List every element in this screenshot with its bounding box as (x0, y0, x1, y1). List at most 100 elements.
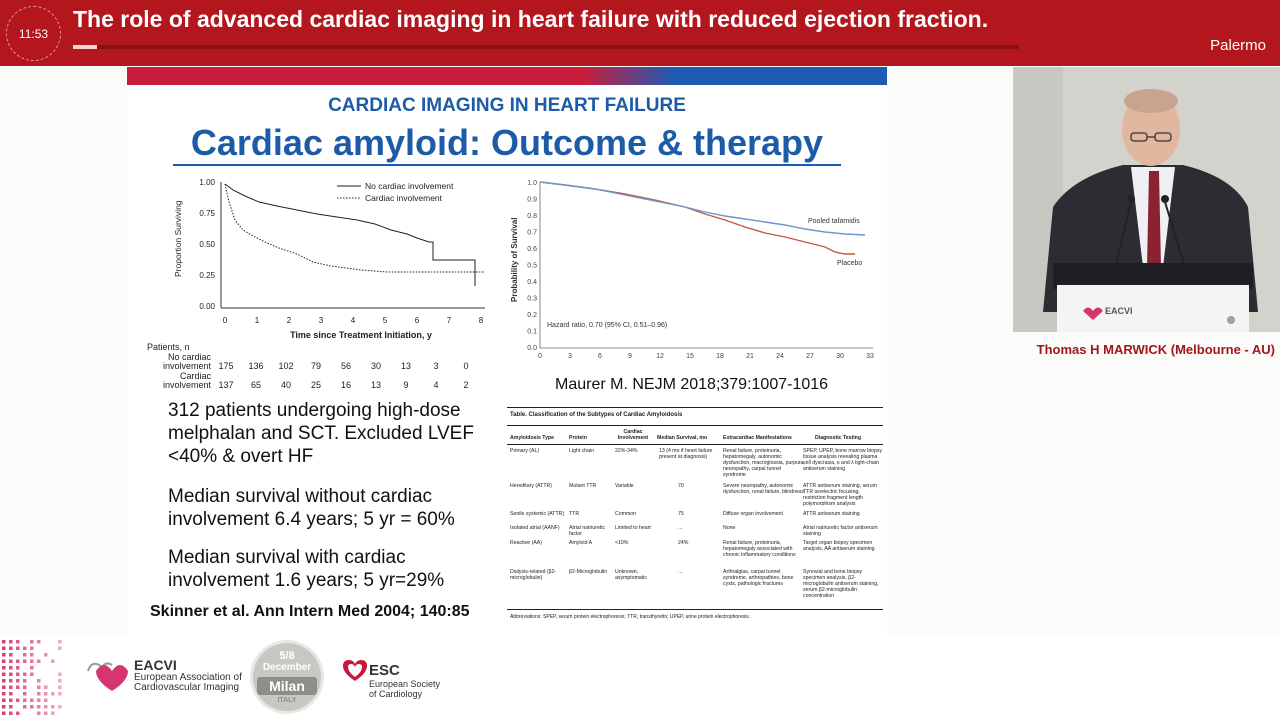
decor-dot (51, 692, 55, 696)
x-tick-label: 18 (716, 353, 724, 360)
badge-dates: 5/8 (250, 650, 324, 662)
decor-dot (44, 692, 48, 696)
decor-dot (16, 647, 20, 651)
decor-dot (37, 692, 41, 696)
clock-badge: 11:53 (6, 6, 61, 61)
table-cell: TTR (569, 511, 613, 517)
x-tick-label: 27 (806, 353, 814, 360)
table-cell: Senile systemic (ATTR) (510, 511, 566, 517)
esc-heart-icon (342, 659, 368, 683)
at-risk-value: 2 (451, 381, 481, 391)
hazard-ratio-annotation: Hazard ratio, 0.70 (95% CI, 0.51–0.96) (547, 322, 667, 329)
at-risk-value: 136 (241, 362, 271, 372)
badge-country: ITALY (250, 697, 324, 704)
slide-title: Cardiac amyloid: Outcome & therapy (127, 122, 887, 164)
table-cell: Arthralgias, carpal tunnel syndrome, art… (723, 569, 805, 587)
decor-dot (23, 705, 27, 709)
decor-dot (51, 705, 55, 709)
at-risk-value: 175 (211, 362, 241, 372)
table-cell: β2-Microglobulin (569, 569, 613, 575)
decor-dot (30, 640, 34, 644)
table-cell: ATTR antiserum staining (803, 511, 883, 517)
y-tick-label: 0.2 (527, 312, 537, 319)
table-header: Protein (569, 435, 609, 441)
decor-dot (58, 692, 62, 696)
at-risk-value: 56 (331, 362, 361, 372)
at-risk-value: 13 (361, 381, 391, 391)
table-cell: None (723, 525, 805, 531)
table-cell: Diffuse organ involvement (723, 511, 805, 517)
x-tick-label: 0 (538, 353, 542, 360)
citation-maurer: Maurer M. NEJM 2018;379:1007-1016 (555, 376, 828, 394)
y-axis-label: Probability of Survival (510, 218, 519, 302)
decor-dot (16, 712, 20, 716)
table-cell: Limited to heart (615, 525, 655, 531)
table-cell: Hereditary (ATTR) (510, 483, 566, 489)
x-tick-label: 3 (568, 353, 572, 360)
decor-dot (16, 660, 20, 664)
table-cell: Light chain (569, 448, 613, 454)
city-label: Palermo (1210, 37, 1266, 54)
table-cell: 24% (678, 540, 718, 546)
speaker-video-frame: EACVI (1013, 67, 1280, 332)
slide-subtitle: CARDIAC IMAGING IN HEART FAILURE (127, 95, 887, 117)
bullet-no-cardiac: Median survival without cardiac involvem… (168, 485, 508, 531)
y-tick-label: 1.0 (527, 180, 537, 187)
table-cell: <10% (615, 540, 655, 546)
progress-bar[interactable] (73, 45, 1019, 49)
at-risk-label: involvement (147, 381, 211, 391)
at-risk-value: 137 (211, 381, 241, 391)
decor-dot (16, 640, 20, 644)
x-tick-label: 15 (686, 353, 694, 360)
decor-dot (30, 705, 34, 709)
decor-dot (16, 686, 20, 690)
at-risk-value: 65 (241, 381, 271, 391)
milan-congress-badge: 5/8 December Milan ITALY (250, 640, 324, 714)
decor-dot (2, 660, 6, 664)
at-risk-value: 25 (301, 381, 331, 391)
eacvi-line2: Cardiovascular Imaging (134, 683, 242, 693)
decor-dot (2, 666, 6, 670)
decor-dot (23, 679, 27, 683)
y-tick-label: 0.6 (527, 246, 537, 253)
eacvi-logo-icon (84, 657, 132, 691)
at-risk-value: 3 (421, 362, 451, 372)
esc-name: ESC (369, 662, 440, 679)
table-header: Cardiac Involvement (615, 429, 651, 441)
y-tick-label: 1.00 (199, 178, 215, 187)
decor-dot (51, 660, 55, 664)
decor-dot (9, 705, 13, 709)
decor-dot (9, 692, 13, 696)
y-tick-label: 0.4 (527, 279, 537, 286)
table-rule (507, 407, 883, 408)
decor-dot (37, 660, 41, 664)
decor-dot (23, 699, 27, 703)
table-cell: Common (615, 511, 655, 517)
table-cell: Target organ biopsy specimen analysis, A… (803, 540, 883, 552)
curve-tafamidis (540, 182, 865, 235)
decor-dot (23, 660, 27, 664)
decor-dot (30, 699, 34, 703)
table-header: Diagnostic Testing (815, 435, 881, 441)
at-risk-value: 13 (391, 362, 421, 372)
series-label-placebo: Placebo (837, 260, 862, 267)
decor-dot (37, 712, 41, 716)
x-tick-label: 2 (287, 316, 292, 325)
table-cell: Severe neuropathy, autonomic dysfunction… (723, 483, 805, 495)
decor-dot (30, 653, 34, 657)
y-tick-label: 0.3 (527, 296, 537, 303)
decor-dot (2, 712, 6, 716)
decor-dot (44, 705, 48, 709)
table-cell: Synovial and bone biopsy specimen analys… (803, 569, 883, 599)
x-tick-label: 6 (415, 316, 420, 325)
decor-dot (23, 686, 27, 690)
esc-line1: European Society (369, 679, 440, 689)
table-header: Median Survival, mo (657, 435, 719, 441)
series-label-tafamidis: Pooled tafamidis (808, 218, 860, 225)
decor-dot (23, 653, 27, 657)
x-tick-label: 1 (255, 316, 260, 325)
table-header: Amyloidosis Type (510, 435, 560, 441)
footer-bar: EACVI European Association of Cardiovasc… (0, 635, 1280, 720)
at-risk-value: 102 (271, 362, 301, 372)
at-risk-value: 16 (331, 381, 361, 391)
